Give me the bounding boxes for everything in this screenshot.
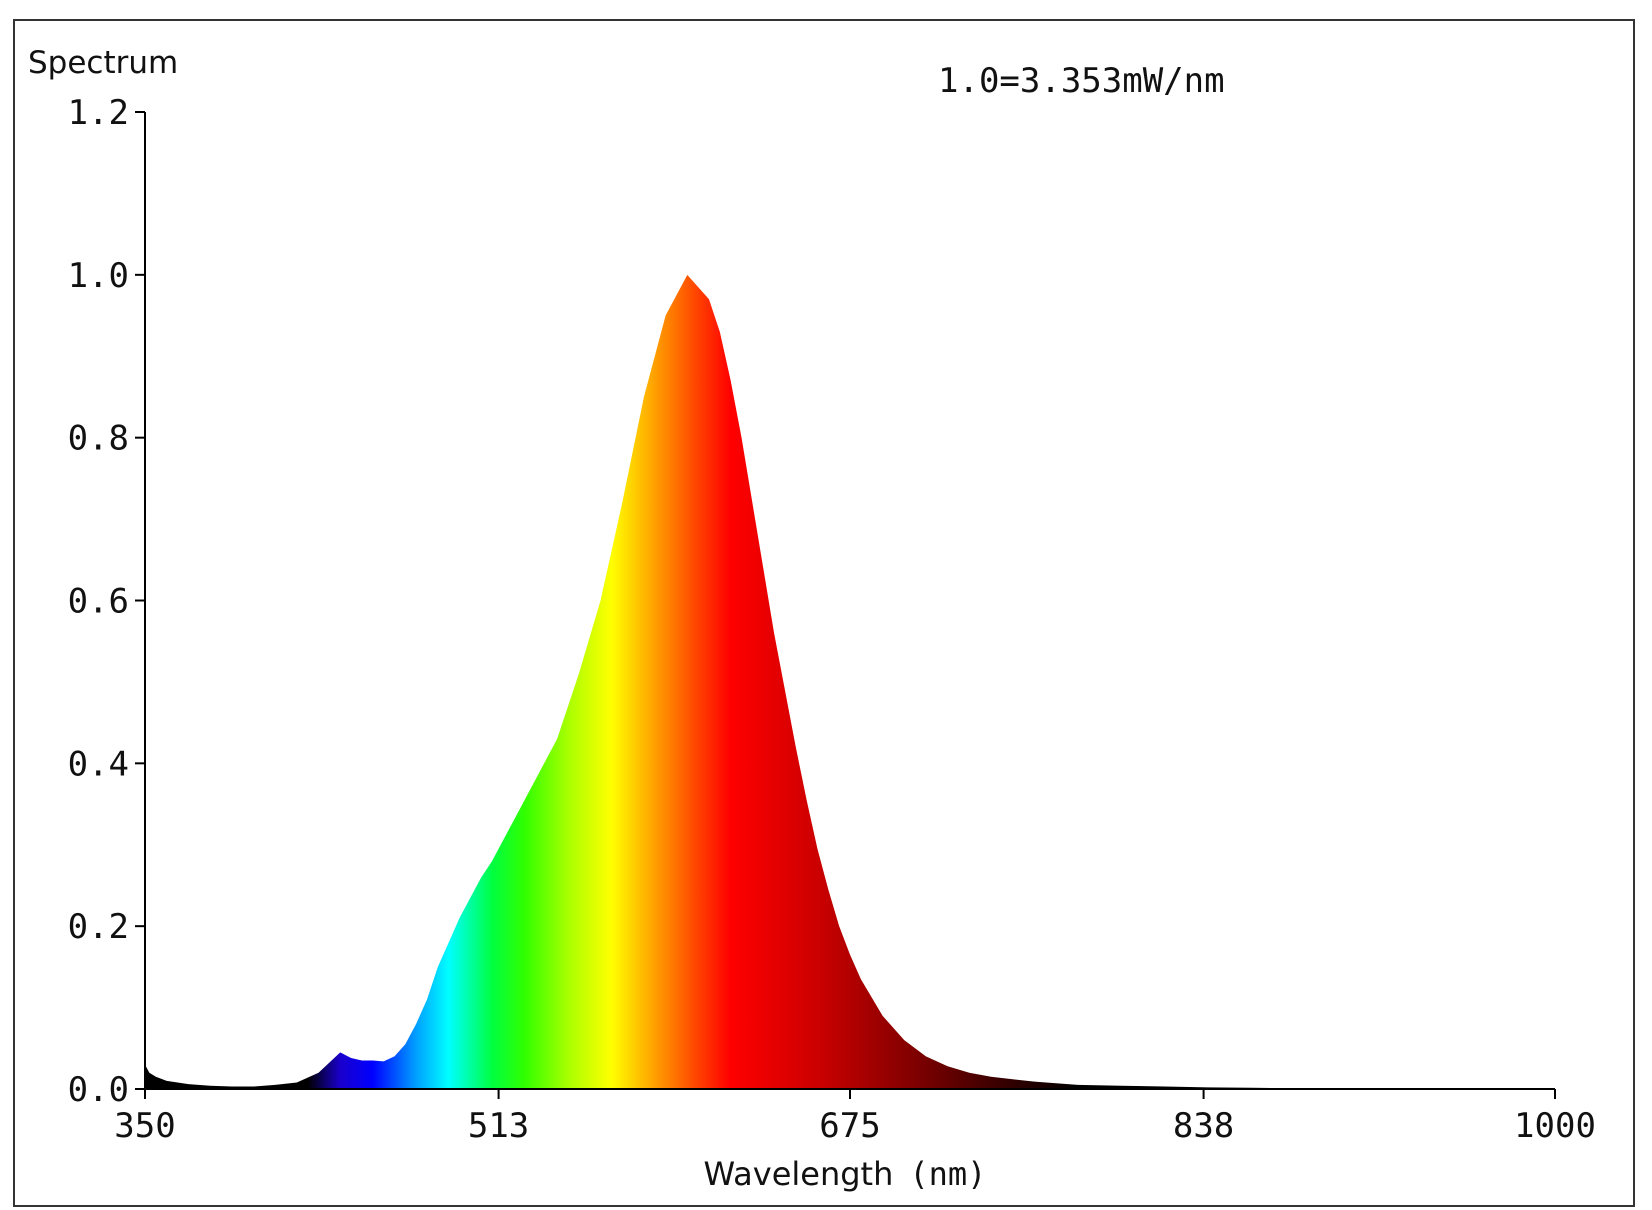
x-tick-label: 513 [468, 1106, 529, 1146]
y-tick-label: 1.2 [68, 93, 129, 133]
scale-annotation: 1.0=3.353mW/nm [938, 61, 1225, 101]
y-tick-label: 0.4 [68, 744, 129, 784]
y-tick-label: 0.0 [68, 1070, 129, 1110]
x-tick-label: 1000 [1514, 1106, 1596, 1146]
chart-title: Spectrum [28, 45, 178, 81]
x-axis-label-main: Wavelength [704, 1155, 894, 1193]
y-tick-label: 0.6 [68, 582, 129, 622]
y-ticks: 0.0 0.2 0.4 0.6 0.8 1.0 1.2 [68, 93, 145, 1110]
x-tick-label: 675 [819, 1106, 880, 1146]
x-tick-label: 350 [114, 1106, 175, 1146]
x-axis-label-unit: (nm) [909, 1155, 986, 1193]
x-ticks: 350 513 675 838 1000 [114, 1089, 1596, 1146]
x-tick-label: 838 [1173, 1106, 1234, 1146]
y-tick-label: 0.2 [68, 907, 129, 947]
y-tick-label: 0.8 [68, 419, 129, 459]
x-axis-label: Wavelength (nm) [704, 1155, 987, 1193]
y-tick-label: 1.0 [68, 256, 129, 296]
